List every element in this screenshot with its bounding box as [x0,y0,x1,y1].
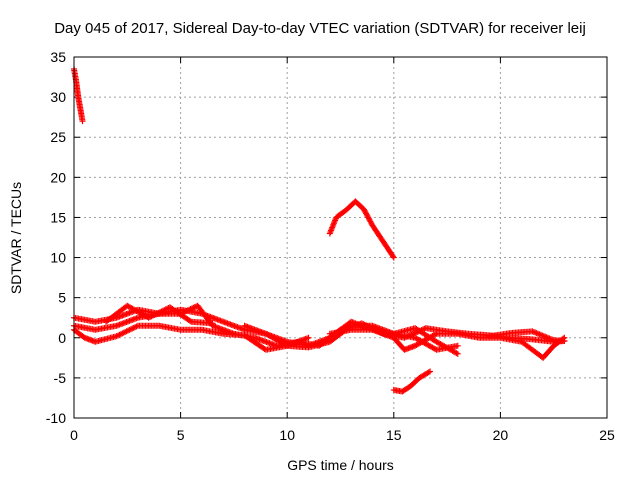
y-tick-label: 10 [50,250,66,266]
data-point [454,342,461,349]
y-tick-label: 5 [58,290,66,306]
data-point [187,317,194,324]
series-arc-c [390,368,434,395]
data-marks [71,66,568,395]
plot-frame [73,56,608,419]
series-arc-b [326,198,397,261]
series-arc-f [71,322,312,353]
x-tick-label: 10 [279,427,295,443]
grid-lines [73,56,608,419]
series-arc-j [486,328,568,344]
x-tick-label: 5 [177,427,185,443]
data-point [79,118,86,125]
x-tick-label: 20 [493,427,509,443]
data-point [453,350,460,357]
series-arc-i [241,318,461,353]
y-tick-label: 30 [50,89,66,105]
x-tick-label: 0 [70,427,78,443]
x-tick-label: 15 [386,427,402,443]
series-arc-a [71,66,86,125]
data-point [427,368,434,375]
y-tick-label: -10 [46,410,66,426]
tick-labels: 0 5 10 15 20 25 -10 -5 0 5 10 15 20 25 30 35 [46,49,615,443]
x-axis-label: GPS time / hours [287,457,394,473]
series-arc-h [102,302,216,327]
data-point [432,331,439,338]
y-tick-label: -5 [54,370,67,386]
y-tick-label: 25 [50,129,66,145]
data-point [390,254,397,261]
data-point [454,350,461,357]
y-tick-label: 15 [50,209,66,225]
x-tick-label: 25 [599,427,615,443]
y-tick-label: 35 [50,49,66,65]
data-point [209,320,216,327]
data-point [561,337,568,344]
data-point [425,369,432,376]
y-tick-label: 20 [50,169,66,185]
chart-title: Day 045 of 2017, Sidereal Day-to-day VTE… [54,20,586,37]
data-point [389,253,396,260]
data-point [305,334,312,341]
y-tick-label: 0 [58,330,66,346]
